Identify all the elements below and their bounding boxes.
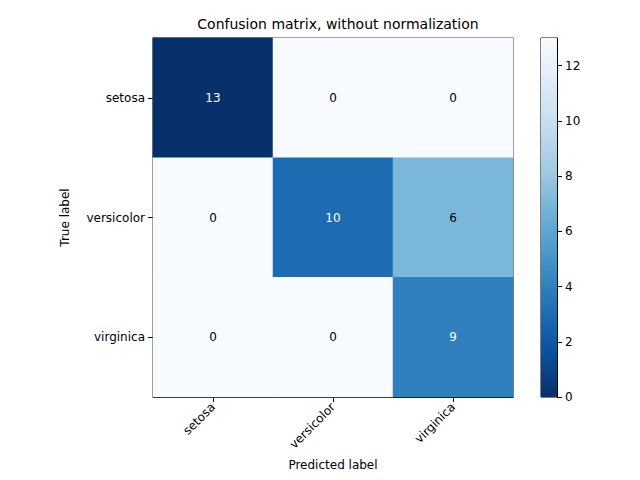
svg-text:virginica: virginica: [412, 400, 458, 446]
svg-text:versicolor: versicolor: [287, 400, 338, 451]
svg-text:0: 0: [209, 330, 217, 344]
svg-text:6: 6: [565, 224, 573, 238]
svg-text:9: 9: [449, 330, 457, 344]
svg-text:0: 0: [329, 330, 337, 344]
svg-text:12: 12: [565, 59, 580, 73]
svg-text:2: 2: [565, 335, 573, 349]
svg-text:0: 0: [565, 390, 573, 404]
svg-text:10: 10: [325, 211, 340, 225]
svg-text:4: 4: [565, 280, 573, 294]
svg-text:6: 6: [449, 211, 457, 225]
svg-text:10: 10: [565, 114, 580, 128]
svg-text:8: 8: [565, 169, 573, 183]
svg-text:setosa: setosa: [180, 400, 218, 438]
svg-text:0: 0: [449, 91, 457, 105]
svg-text:0: 0: [209, 211, 217, 225]
svg-text:versicolor: versicolor: [86, 211, 145, 225]
svg-text:13: 13: [205, 91, 220, 105]
svg-text:setosa: setosa: [106, 91, 145, 105]
svg-text:Confusion matrix, without norm: Confusion matrix, without normalization: [197, 16, 478, 32]
svg-text:0: 0: [329, 91, 337, 105]
svg-text:virginica: virginica: [94, 330, 145, 344]
svg-text:Predicted label: Predicted label: [288, 458, 377, 472]
svg-text:True label: True label: [58, 188, 72, 247]
